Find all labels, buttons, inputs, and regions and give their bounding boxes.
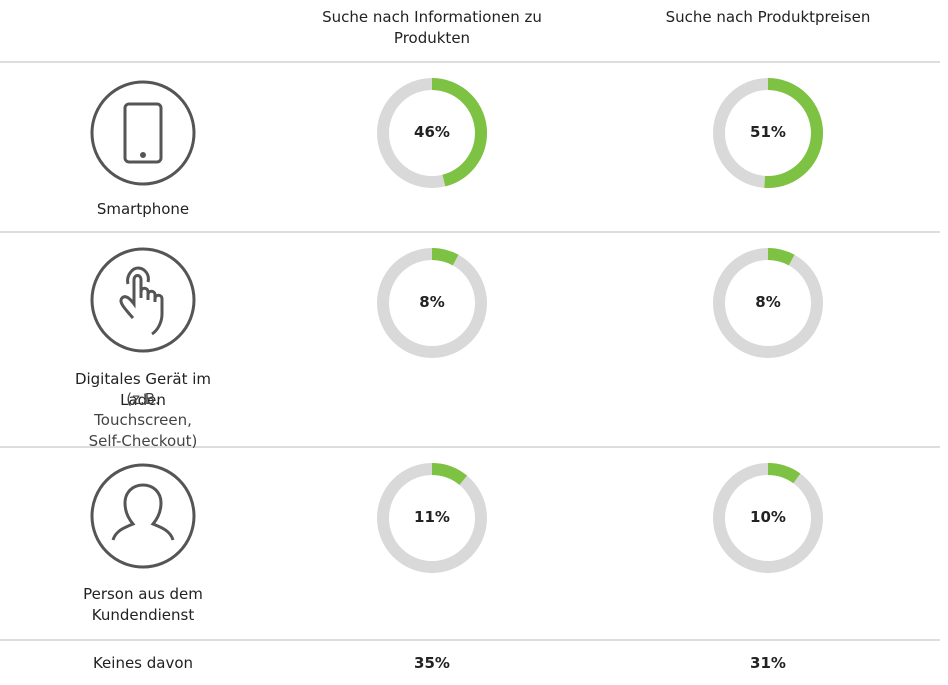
donut-label: 8% <box>755 293 781 311</box>
row-label: Smartphone <box>96 200 190 218</box>
donut-arc <box>713 248 823 358</box>
donut-label: 11% <box>414 508 450 526</box>
person-icon <box>111 483 175 541</box>
value-label: 35% <box>414 654 450 672</box>
hand-icon <box>119 266 164 336</box>
value-label: 31% <box>750 654 786 672</box>
donut-label: 10% <box>750 508 786 526</box>
phone-dot <box>140 152 146 158</box>
column-header: Suche nach Produktpreisen <box>665 8 871 26</box>
row-label: Keines davon <box>92 654 194 672</box>
donut-label: 8% <box>419 293 445 311</box>
row-label: Person aus dem Kundendienst <box>83 585 203 624</box>
row-label: Digitales Gerät im Laden <box>74 370 212 409</box>
icon-circle <box>90 247 196 353</box>
donut-arc <box>713 463 823 573</box>
row-note: (z.B. Touchscreen, Self-Checkout) <box>88 390 198 450</box>
phone-icon <box>123 102 163 164</box>
donut-label: 46% <box>414 123 450 141</box>
column-header: Suche nach Informationen zu Produkten <box>322 8 542 47</box>
donut-arc <box>713 78 823 188</box>
icon-circle <box>90 463 196 569</box>
donut-arc <box>377 248 487 358</box>
donut-arc <box>377 78 487 188</box>
icon-circle <box>90 80 196 186</box>
donut-label: 51% <box>750 123 786 141</box>
icons <box>90 80 196 569</box>
donut-arc <box>377 463 487 573</box>
